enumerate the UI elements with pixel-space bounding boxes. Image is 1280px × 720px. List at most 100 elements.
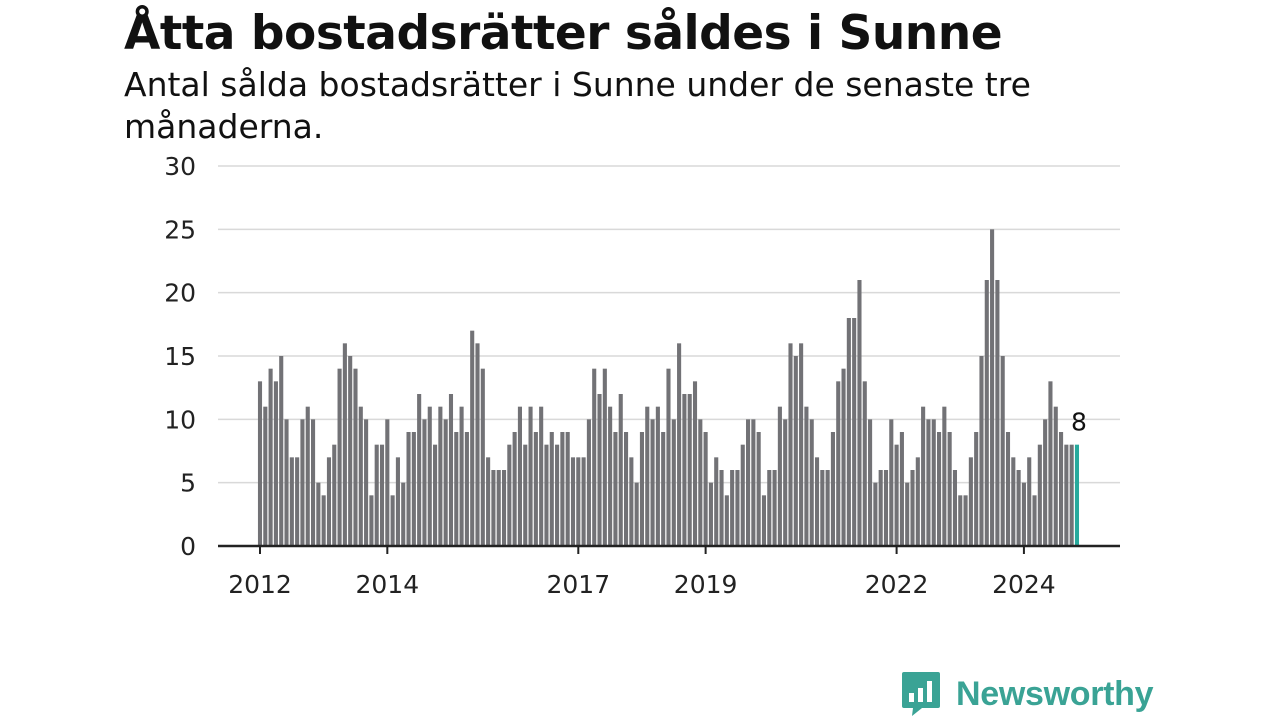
bar bbox=[942, 406, 947, 546]
bar bbox=[597, 394, 602, 546]
bar bbox=[915, 457, 920, 546]
bar bbox=[268, 368, 273, 546]
bar bbox=[1043, 419, 1048, 546]
bars bbox=[257, 229, 1080, 547]
bar bbox=[533, 432, 538, 546]
bar bbox=[273, 381, 278, 546]
bar bbox=[735, 470, 740, 546]
bar bbox=[809, 419, 814, 546]
bar bbox=[470, 330, 475, 546]
bar bbox=[565, 432, 570, 546]
chart-title: Åtta bostadsrätter såldes i Sunne bbox=[124, 6, 1003, 61]
bar bbox=[756, 432, 761, 546]
bar bbox=[395, 457, 400, 546]
bar bbox=[454, 432, 459, 546]
bar bbox=[793, 356, 798, 546]
bar bbox=[687, 394, 692, 546]
bar bbox=[852, 318, 857, 546]
y-tick-label: 25 bbox=[164, 215, 196, 244]
bar bbox=[592, 368, 597, 546]
bar bbox=[523, 444, 528, 546]
newsworthy-logo: Newsworthy bbox=[900, 670, 1154, 718]
bar bbox=[1021, 482, 1026, 546]
x-tick-label: 2012 bbox=[228, 570, 292, 599]
bar bbox=[337, 368, 342, 546]
bar bbox=[820, 470, 825, 546]
bar bbox=[411, 432, 416, 546]
bar bbox=[459, 406, 464, 546]
bar bbox=[374, 444, 379, 546]
bar bbox=[830, 432, 835, 546]
bar bbox=[968, 457, 973, 546]
bar bbox=[1011, 457, 1016, 546]
bar bbox=[761, 495, 767, 546]
bar bbox=[767, 470, 772, 546]
bar bbox=[1059, 432, 1064, 546]
bar bbox=[936, 432, 942, 546]
bar bbox=[836, 381, 841, 546]
bar bbox=[369, 495, 374, 546]
bar bbox=[708, 482, 713, 546]
bar bbox=[528, 406, 533, 546]
bar bbox=[401, 482, 406, 546]
bar bbox=[671, 419, 676, 546]
bar bbox=[555, 444, 560, 546]
bar bbox=[921, 406, 926, 546]
bar bbox=[512, 432, 517, 546]
bar bbox=[661, 432, 666, 546]
bar bbox=[475, 343, 480, 546]
bar bbox=[1064, 444, 1069, 546]
bar bbox=[629, 457, 634, 546]
bar bbox=[846, 318, 851, 546]
bar bbox=[496, 470, 501, 546]
y-tick-label: 20 bbox=[164, 279, 196, 308]
bar bbox=[979, 356, 984, 546]
bar bbox=[608, 406, 613, 546]
bar bbox=[1027, 457, 1032, 546]
bar bbox=[300, 419, 305, 546]
bar bbox=[390, 495, 395, 546]
bar bbox=[289, 457, 294, 546]
bar bbox=[448, 394, 454, 546]
bar bbox=[931, 419, 936, 546]
bar bbox=[385, 419, 390, 546]
bar bbox=[438, 406, 443, 546]
bar bbox=[730, 470, 735, 546]
bar bbox=[926, 419, 931, 546]
bar bbox=[517, 406, 522, 546]
chart-subtitle: Antal sålda bostadsrätter i Sunne under … bbox=[124, 65, 1031, 146]
bar bbox=[480, 368, 485, 546]
bar bbox=[491, 470, 496, 546]
y-tick-label: 5 bbox=[180, 469, 196, 498]
bar bbox=[655, 406, 660, 546]
last-value-label: 8 bbox=[1071, 408, 1087, 437]
bar bbox=[995, 280, 1000, 546]
bar bbox=[905, 482, 910, 546]
bar bbox=[570, 457, 576, 546]
bar bbox=[703, 432, 708, 546]
bar bbox=[650, 419, 655, 546]
bar bbox=[433, 444, 438, 546]
x-tick-label: 2017 bbox=[546, 570, 610, 599]
bar bbox=[284, 419, 289, 546]
bar bbox=[1074, 444, 1080, 546]
bar bbox=[634, 482, 639, 546]
bar bbox=[305, 406, 310, 546]
x-tick-label: 2014 bbox=[356, 570, 420, 599]
bar bbox=[783, 419, 788, 546]
bar bbox=[613, 432, 618, 546]
bar bbox=[899, 432, 904, 546]
bar bbox=[878, 470, 883, 546]
y-tick-label: 10 bbox=[164, 405, 196, 434]
bar bbox=[639, 432, 645, 546]
bar bbox=[666, 368, 671, 546]
bar bbox=[1000, 356, 1005, 546]
bar bbox=[586, 419, 591, 546]
x-tick-label: 2019 bbox=[674, 570, 738, 599]
bar bbox=[889, 419, 894, 546]
bar bbox=[1005, 432, 1011, 546]
bar bbox=[777, 406, 782, 546]
bar bbox=[788, 343, 793, 546]
bar bbox=[677, 343, 682, 546]
